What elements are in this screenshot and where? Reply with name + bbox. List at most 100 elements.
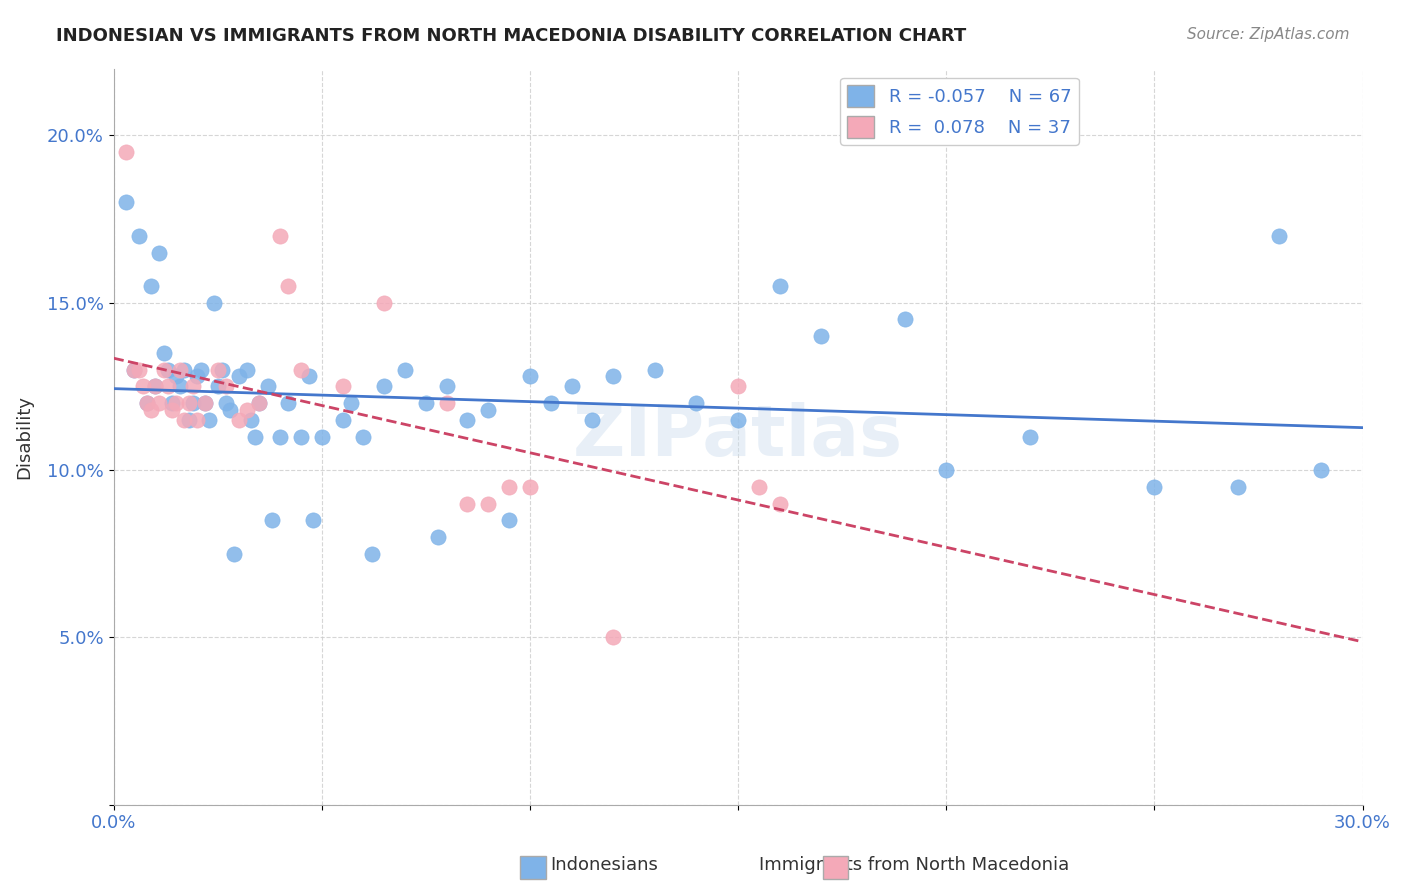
Point [211,362,233,376]
Point [152,362,174,376]
Point [143,379,166,393]
Point [165,396,187,410]
Point [194,396,217,410]
Text: Source: ZipAtlas.com: Source: ZipAtlas.com [1187,27,1350,42]
Text: Indonesians: Indonesians [551,856,658,874]
Point [352,429,374,443]
Point [186,369,208,384]
Point [143,379,166,393]
Point [290,429,312,443]
Point [152,346,174,360]
Point [340,396,363,410]
Point [215,396,238,410]
Point [207,379,229,393]
Text: INDONESIAN VS IMMIGRANTS FROM NORTH MACEDONIA DISABILITY CORRELATION CHART: INDONESIAN VS IMMIGRANTS FROM NORTH MACE… [56,27,966,45]
Point [177,396,200,410]
Point [115,195,138,210]
Point [1143,480,1166,494]
Point [169,362,191,376]
Point [194,396,217,410]
Point [181,379,204,393]
Point [311,429,333,443]
Point [498,513,520,527]
Point [561,379,583,393]
Point [893,312,915,326]
Point [1018,429,1040,443]
Point [269,429,291,443]
Point [769,496,792,510]
Point [228,413,250,427]
Point [243,429,266,443]
Point [602,369,624,384]
Point [240,413,263,427]
Point [156,362,179,376]
Point [332,413,354,427]
Point [290,362,312,376]
Point [373,379,395,393]
Point [148,245,170,260]
Point [139,402,162,417]
Point [156,379,179,393]
Point [1268,228,1291,243]
Point [181,396,204,410]
Point [207,362,229,376]
Point [173,362,195,376]
Point [186,413,208,427]
Point [456,496,478,510]
Point [1309,463,1331,477]
Point [427,530,450,544]
Point [302,513,325,527]
Point [224,547,246,561]
Point [160,402,183,417]
Point [135,396,157,410]
Point [173,413,195,427]
Point [132,379,155,393]
Point [394,362,416,376]
Point [519,480,541,494]
Point [115,145,138,160]
Point [177,413,200,427]
Point [169,379,191,393]
Point [215,379,238,393]
Y-axis label: Disability: Disability [15,394,32,479]
Point [247,396,270,410]
Point [373,295,395,310]
Point [277,396,299,410]
Point [644,362,666,376]
Point [415,396,437,410]
Point [581,413,603,427]
Point [124,362,146,376]
Point [236,362,259,376]
Point [456,413,478,427]
Text: Immigrants from North Macedonia: Immigrants from North Macedonia [759,856,1069,874]
Point [540,396,562,410]
Point [198,413,221,427]
Point [436,396,458,410]
Point [160,396,183,410]
Text: ZIPatlas: ZIPatlas [574,402,903,471]
Point [277,279,299,293]
Point [128,362,150,376]
Point [128,228,150,243]
Point [498,480,520,494]
Point [748,480,770,494]
Point [477,402,499,417]
Point [519,369,541,384]
Point [298,369,321,384]
Point [602,631,624,645]
Point [810,329,832,343]
Legend: R = -0.057    N = 67, R =  0.078    N = 37: R = -0.057 N = 67, R = 0.078 N = 37 [841,78,1078,145]
Point [190,362,212,376]
Point [148,396,170,410]
Point [360,547,382,561]
Point [139,279,162,293]
Point [202,295,225,310]
Point [236,402,259,417]
Point [247,396,270,410]
Point [228,369,250,384]
Point [1226,480,1249,494]
Point [124,362,146,376]
Point [269,228,291,243]
Point [256,379,278,393]
Point [135,396,157,410]
